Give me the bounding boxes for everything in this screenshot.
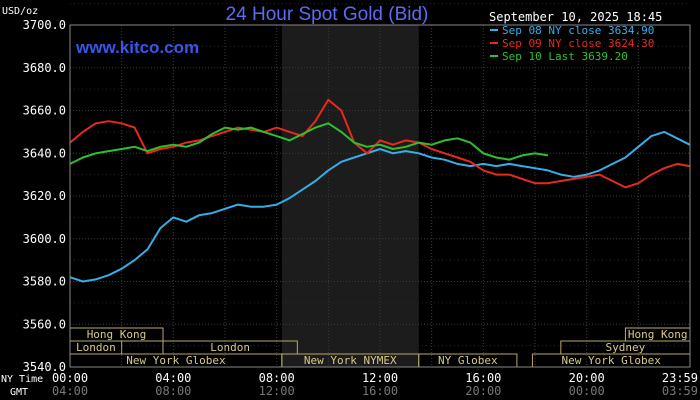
- y-axis-ticks: 3700.0 3680.0 3660.0 3640.0 3620.0 3600.0 3580…: [23, 18, 66, 374]
- y-tick-label: 3540.0: [23, 360, 66, 374]
- session-label: New York Globex: [562, 354, 662, 367]
- site-watermark: www.kitco.com: [75, 38, 199, 57]
- x-tick-label-gmt: 16:00: [362, 384, 398, 398]
- y-tick-label: 3680.0: [23, 61, 66, 75]
- y-tick-label: 3700.0: [23, 18, 66, 32]
- x-tick-label-ny: 12:00: [362, 371, 398, 385]
- x-tick-label-ny: 00:00: [52, 371, 88, 385]
- session-label: New York NYMEX: [304, 354, 397, 367]
- session-label: New York Globex: [126, 354, 226, 367]
- session-label: London: [210, 341, 250, 354]
- legend-entry: Sep 09 NY close 3624.30: [502, 37, 654, 50]
- timestamp: September 10, 2025 18:45: [489, 10, 662, 24]
- x-tick-label-ny: 20:00: [569, 371, 605, 385]
- y-tick-label: 3620.0: [23, 189, 66, 203]
- legend-entry: Sep 10 Last 3639.20: [502, 50, 628, 63]
- chart-title: 24 Hour Spot Gold (Bid): [226, 4, 429, 25]
- y-tick-label: 3640.0: [23, 146, 66, 160]
- plot-border: [69, 24, 691, 368]
- gmt-label: GMT: [10, 387, 28, 398]
- y-tick-label: 3560.0: [23, 317, 66, 331]
- x-tick-label-gmt: 20:00: [465, 384, 501, 398]
- x-tick-label-gmt: 03:59: [662, 384, 698, 398]
- x-axis-ticks: 00:0004:0004:0008:0008:0012:0012:0016:00…: [52, 371, 698, 398]
- session-label: London: [76, 341, 116, 354]
- x-tick-label-gmt: 00:00: [569, 384, 605, 398]
- x-tick-label-gmt: 04:00: [52, 384, 88, 398]
- x-tick-label-gmt: 08:00: [155, 384, 191, 398]
- session-label: Hong Kong: [87, 328, 147, 341]
- y-tick-label: 3660.0: [23, 104, 66, 118]
- x-tick-label-ny: 04:00: [155, 371, 191, 385]
- y-tick-label: 3600.0: [23, 232, 66, 246]
- session-label: Sydney: [606, 341, 646, 354]
- price-series: [69, 98, 691, 283]
- legend-entry: Sep 08 NY close 3634.90: [502, 24, 654, 37]
- x-tick-label-ny: 16:00: [465, 371, 501, 385]
- y-tick-label: 3580.0: [23, 275, 66, 289]
- nymex-shaded-band: [281, 25, 419, 367]
- price-series-line: [69, 130, 691, 283]
- y-axis-label: USD/oz: [2, 6, 38, 17]
- price-series-line: [69, 98, 690, 189]
- session-label: NY Globex: [438, 354, 498, 367]
- x-tick-label-ny: 23:59: [662, 371, 698, 385]
- x-tick-label-gmt: 12:00: [259, 384, 295, 398]
- ny-time-label: NY Time: [1, 374, 43, 385]
- x-tick-label-ny: 08:00: [259, 371, 295, 385]
- nymex-session-shading: [281, 25, 419, 367]
- session-label: Hong Kong: [628, 328, 688, 341]
- price-series-line: [69, 122, 549, 165]
